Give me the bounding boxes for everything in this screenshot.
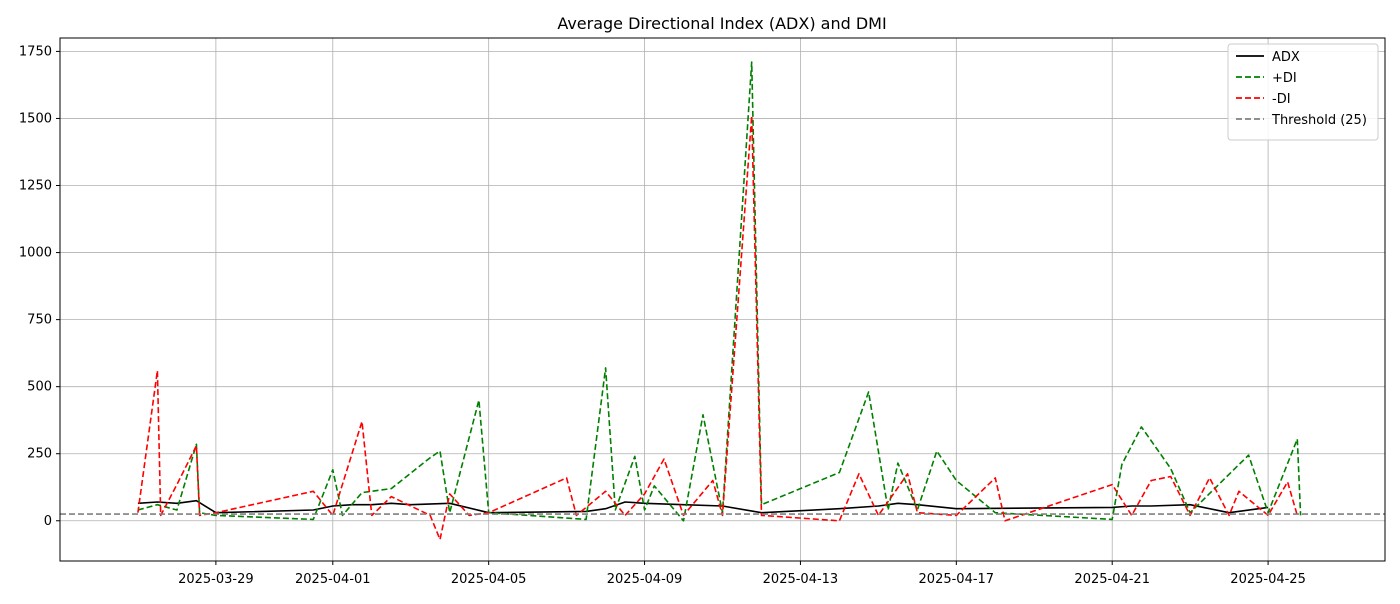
y-tick-label: 500: [27, 380, 52, 395]
x-tick-label: 2025-04-05: [451, 572, 527, 587]
plot-layer: [60, 61, 1385, 541]
y-tick-label: 750: [27, 313, 52, 328]
legend-label: ADX: [1272, 50, 1300, 65]
legend-box: [1227, 43, 1379, 141]
x-tick-label: 2025-04-09: [607, 572, 683, 587]
x-tick-label: 2025-04-01: [295, 572, 371, 587]
x-tick-label: 2025-04-25: [1230, 572, 1306, 587]
x-tick-label: 2025-04-13: [763, 572, 839, 587]
y-tick-label: 1000: [19, 246, 52, 261]
x-tick-label: 2025-04-21: [1074, 572, 1150, 587]
legend-label: +DI: [1272, 71, 1297, 86]
series-di-line: [137, 115, 1299, 541]
y-tick-label: 1250: [19, 179, 52, 194]
x-tick-label: 2025-04-17: [919, 572, 995, 587]
y-tick-label: 250: [27, 447, 52, 462]
legend-label: Threshold (25): [1271, 113, 1367, 128]
y-tick-label: 1750: [19, 44, 52, 59]
plot-frame: [59, 37, 1386, 562]
legend-label: -DI: [1272, 92, 1291, 107]
grid-layer: [60, 38, 1385, 561]
tick-layer: 0 250 500 750 1000 1250 1500 1750 2025-03-29 2025…: [19, 44, 1306, 587]
y-tick-label: 1500: [19, 111, 52, 126]
series-di-line: [137, 61, 1302, 522]
x-tick-label: 2025-03-29: [178, 572, 254, 587]
chart-title: Average Directional Index (ADX) and DMI: [557, 14, 886, 33]
series-adx-line: [137, 499, 1269, 514]
legend: ADX +DI -DI Threshold (25): [1227, 43, 1379, 141]
y-tick-label: 0: [44, 514, 52, 529]
